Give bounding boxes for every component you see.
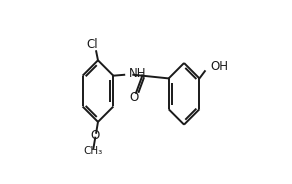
Text: Cl: Cl [87, 38, 98, 51]
Text: NH: NH [129, 67, 146, 80]
Text: OH: OH [210, 60, 228, 73]
Text: O: O [129, 91, 138, 104]
Text: CH₃: CH₃ [83, 146, 102, 156]
Text: O: O [91, 129, 100, 142]
